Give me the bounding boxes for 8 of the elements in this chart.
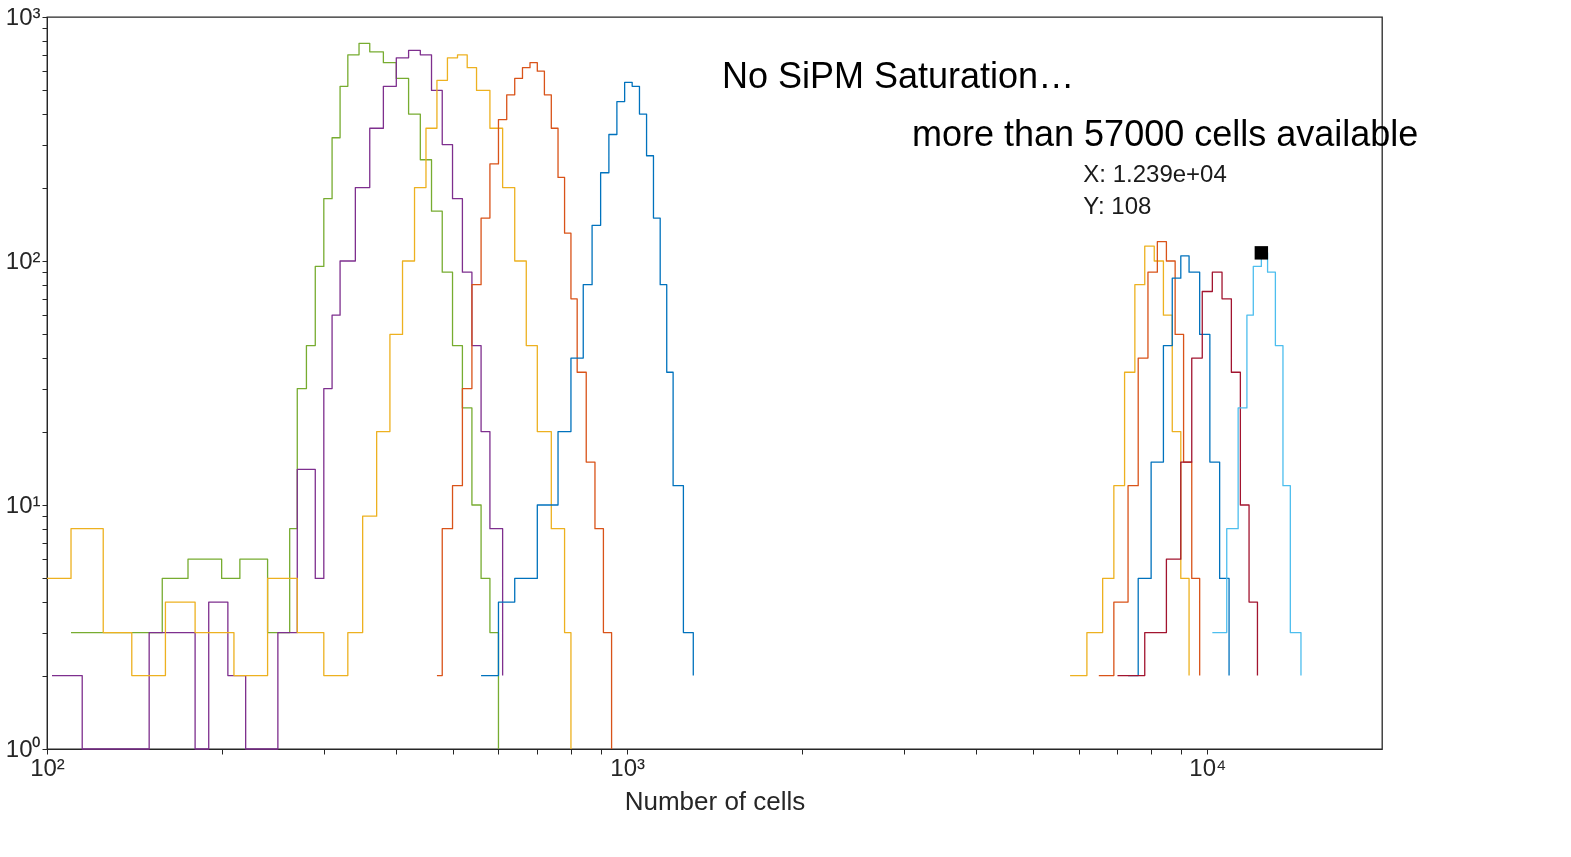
y-tick-label: 10³: [5, 2, 41, 30]
x-tick-label: 10⁴: [1189, 753, 1227, 781]
y-tick-label: 10¹: [5, 490, 41, 518]
x-axis-title: Number of cells: [624, 785, 806, 816]
annotation: No SiPM Saturation…: [722, 55, 1075, 96]
y-tick-label: 10²: [5, 246, 41, 274]
x-tick-label: 10³: [610, 753, 646, 781]
annotation: X: 1.239e+04 Y: 108: [1083, 159, 1227, 219]
